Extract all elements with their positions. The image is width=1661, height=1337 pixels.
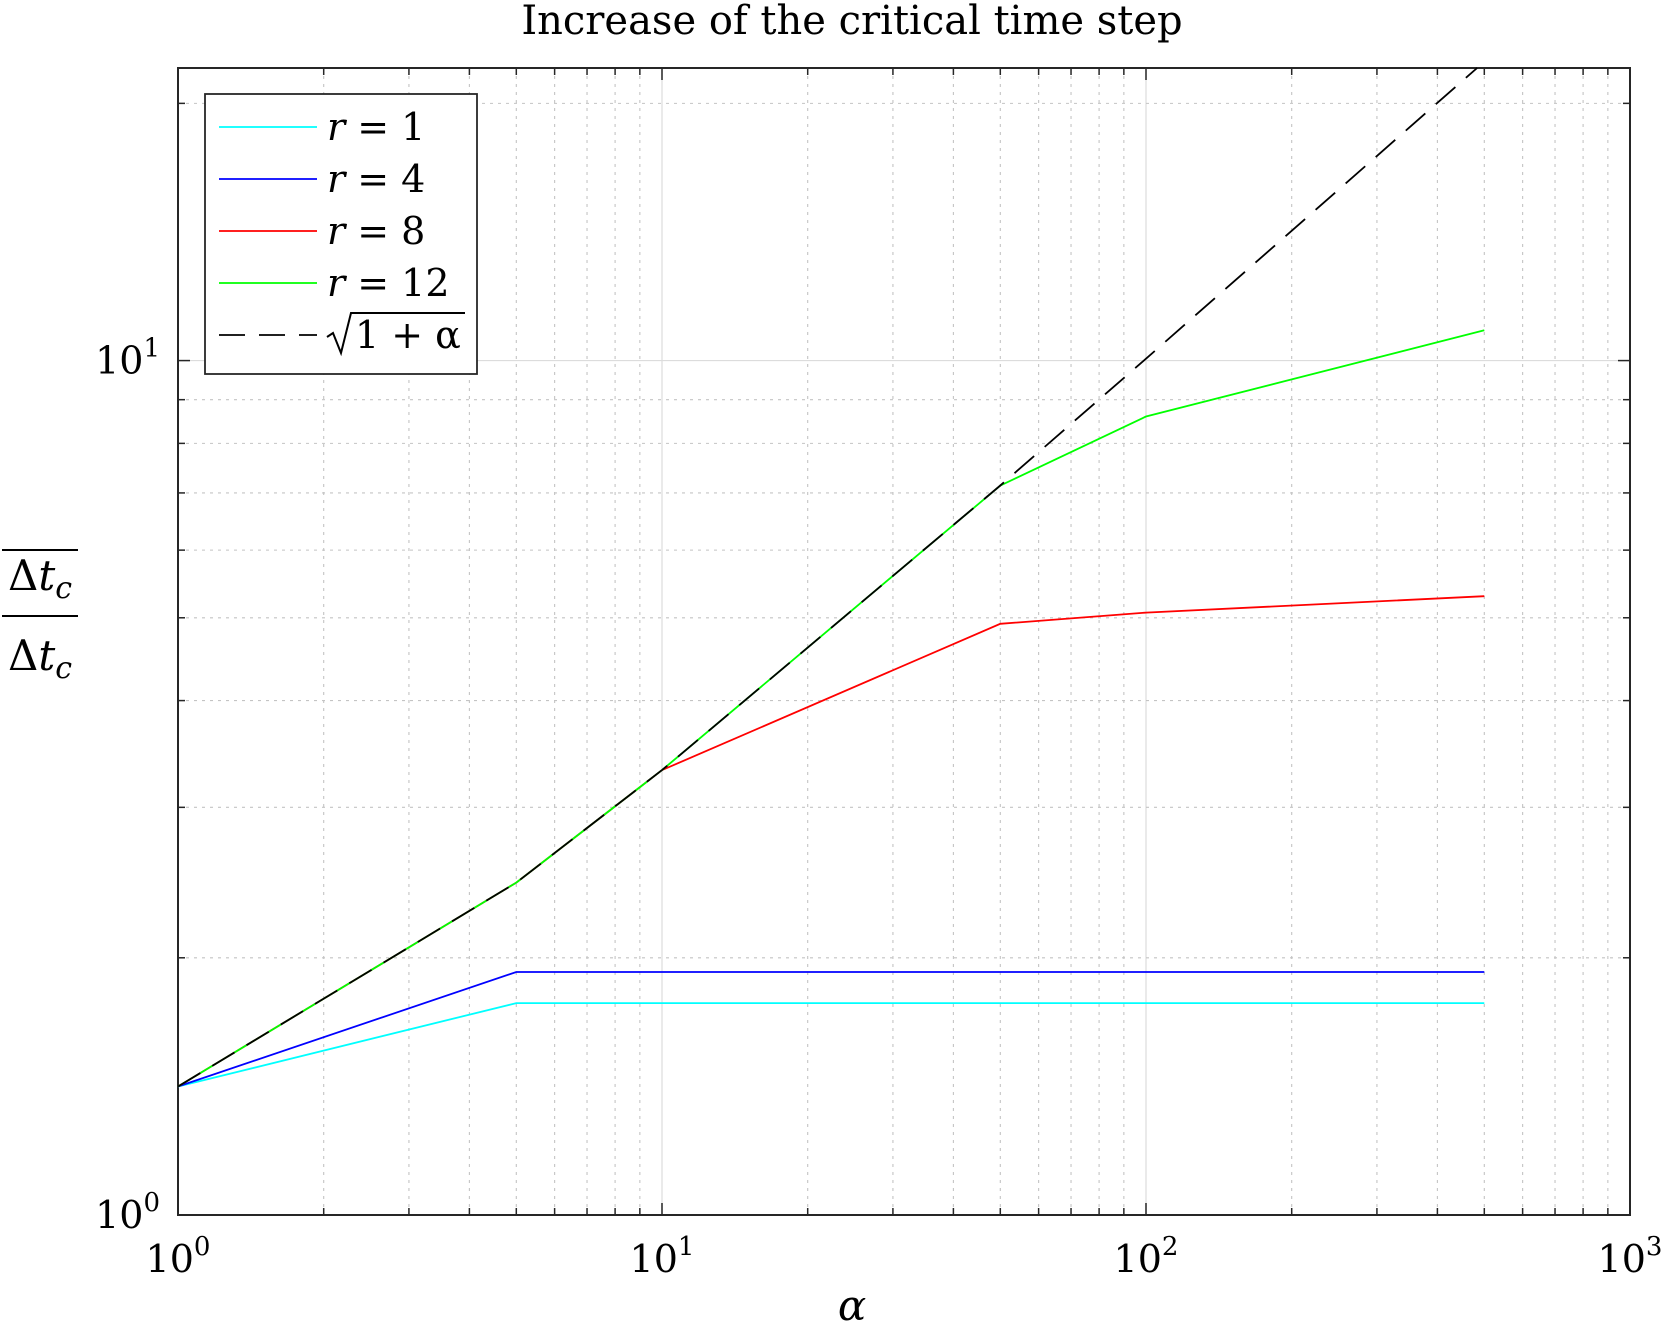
series-layer [177, 67, 1485, 1088]
x-tick-label: 100 [146, 1232, 211, 1281]
y-axis-label: Δtc Δtc [2, 549, 78, 686]
legend-label: 1 + α [355, 313, 461, 357]
x-tick-label: 101 [630, 1232, 695, 1281]
sqrt-radical [326, 312, 465, 357]
series-line-3 [177, 595, 1485, 1088]
x-axis-label: α [838, 1281, 866, 1330]
axis-ticks: 100 101 102 103 100 101 [95, 68, 1661, 1281]
plot-area-frame [177, 67, 1631, 1216]
legend-label: r = 4 [327, 157, 425, 201]
x-tick-label: 103 [1598, 1232, 1661, 1281]
legend-label: r = 8 [327, 209, 425, 253]
legend: r = 1 r = 4 r = 8 r = 12 1 + α [204, 93, 478, 375]
series-line-2 [177, 971, 1485, 1088]
y-label-numerator: Δtc [8, 551, 72, 606]
series-line-5 [177, 67, 1478, 1088]
y-tick-label: 101 [95, 334, 160, 383]
legend-label: r = 1 [327, 105, 425, 149]
series-line-4 [177, 329, 1485, 1088]
y-tick-label: 100 [95, 1188, 160, 1237]
chart-title: Increase of the critical time step [521, 0, 1182, 44]
y-label-denominator: Δtc [8, 631, 72, 686]
legend-box [204, 93, 478, 375]
legend-label: r = 12 [327, 261, 450, 305]
series-line-1 [177, 1002, 1485, 1088]
x-tick-label: 102 [1114, 1232, 1179, 1281]
